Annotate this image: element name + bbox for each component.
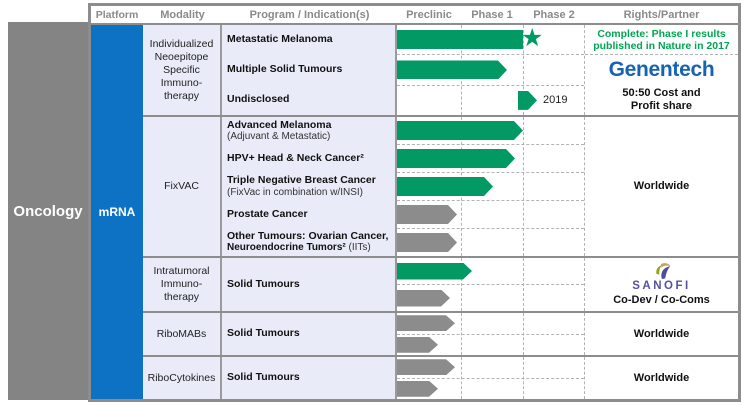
phase-chart bbox=[397, 313, 585, 355]
program-advanced-melanoma: Advanced Melanoma (Adjuvant & Metastatic… bbox=[227, 118, 332, 143]
header-platform: Platform bbox=[95, 8, 139, 21]
progress-bar bbox=[397, 205, 457, 224]
phase-chart: ★ 2019 bbox=[397, 25, 585, 115]
chart-row bbox=[397, 335, 584, 356]
rights-cell: Worldwide bbox=[585, 313, 738, 355]
chart-row bbox=[397, 55, 584, 86]
header-rights-partner: Rights/Partner bbox=[623, 8, 700, 21]
header-preclinic: Preclinic bbox=[406, 8, 452, 21]
chart-row bbox=[397, 285, 584, 311]
progress-bar bbox=[397, 263, 472, 280]
phase-gridline bbox=[523, 25, 524, 115]
rights-worldwide: Worldwide bbox=[633, 327, 690, 340]
therapy-area-label: Oncology bbox=[8, 22, 88, 400]
header-phase2: Phase 2 bbox=[533, 8, 575, 21]
rights-worldwide: Worldwide bbox=[633, 371, 690, 384]
program-metastatic-melanoma: Metastatic Melanoma bbox=[227, 33, 333, 46]
table-body: mRNA Individualized Neoepitope Specific … bbox=[91, 25, 738, 399]
sections: Individualized Neoepitope Specific Immun… bbox=[143, 25, 738, 399]
program-undisclosed: Undisclosed bbox=[227, 93, 290, 106]
chart-row bbox=[397, 201, 584, 229]
progress-bar bbox=[518, 91, 537, 110]
chart-row bbox=[397, 379, 584, 400]
modality-label: Individualized Neoepitope Specific Immun… bbox=[143, 25, 222, 115]
program-prostate-cancer: Prostate Cancer bbox=[227, 207, 308, 220]
phase-gridline bbox=[523, 117, 524, 256]
program-tnbc: Triple Negative Breast Cancer (FixVac in… bbox=[227, 174, 376, 198]
progress-bar bbox=[397, 233, 457, 252]
header-phase1: Phase 1 bbox=[471, 8, 513, 21]
progress-bar bbox=[397, 315, 455, 331]
chart-row bbox=[397, 357, 584, 379]
platform-cell-mrna: mRNA bbox=[91, 25, 143, 399]
progress-bar bbox=[397, 60, 507, 79]
program-list: Advanced Melanoma (Adjuvant & Metastatic… bbox=[222, 117, 397, 256]
phase-chart bbox=[397, 258, 585, 311]
modality-label: RiboCytokines bbox=[143, 357, 222, 399]
chart-row bbox=[397, 173, 584, 201]
program-solid-tumours: Solid Tumours bbox=[227, 327, 300, 340]
section-ribomabs: RiboMABs Solid Tumours bbox=[143, 311, 738, 355]
progress-bar bbox=[397, 359, 455, 375]
modality-label: Intratumoral Immuno- therapy bbox=[143, 258, 222, 311]
progress-bar bbox=[397, 149, 515, 168]
header-modality: Modality bbox=[160, 8, 205, 21]
program-hpv-head-neck: HPV+ Head & Neck Cancer² bbox=[227, 151, 364, 164]
program-multiple-solid-tumours: Multiple Solid Tumours bbox=[227, 63, 343, 76]
program-list: Solid Tumours bbox=[222, 313, 397, 355]
deal-terms: Co-Dev / Co-Coms bbox=[613, 294, 710, 306]
program-solid-tumours: Solid Tumours bbox=[227, 371, 300, 384]
section-intratumoral: Intratumoral Immuno- therapy Solid Tumou… bbox=[143, 256, 738, 311]
modality-label: RiboMABs bbox=[143, 313, 222, 355]
start-year-label: 2019 bbox=[543, 94, 568, 107]
progress-bar bbox=[397, 381, 438, 397]
program-list: Solid Tumours bbox=[222, 357, 397, 399]
chart-row: ★ bbox=[397, 23, 584, 56]
rights-cell: Worldwide bbox=[585, 357, 738, 399]
chart-row bbox=[397, 229, 584, 256]
progress-bar bbox=[397, 290, 450, 307]
phase1-complete-star-icon: ★ bbox=[521, 23, 544, 52]
chart-row: 2019 bbox=[397, 86, 584, 115]
genentech-logo: Genentech bbox=[608, 58, 715, 81]
section-ins-immunotherapy: Individualized Neoepitope Specific Immun… bbox=[143, 25, 738, 115]
rights-cell: Worldwide bbox=[585, 117, 738, 256]
phase-chart bbox=[397, 117, 585, 256]
rights-worldwide: Worldwide bbox=[633, 180, 690, 192]
deal-terms: 50:50 Cost and Profit share bbox=[622, 87, 701, 112]
sanofi-logo: SANOFI bbox=[632, 280, 691, 292]
progress-bar bbox=[397, 337, 438, 353]
progress-bar bbox=[397, 121, 523, 140]
sanofi-swoosh-icon bbox=[655, 263, 670, 279]
phase-chart bbox=[397, 357, 585, 399]
modality-label: FixVAC bbox=[143, 117, 222, 256]
chart-row bbox=[397, 313, 584, 335]
program-list: Metastatic Melanoma Multiple Solid Tumou… bbox=[222, 25, 397, 115]
program-list: Solid Tumours bbox=[222, 258, 397, 311]
rights-cell: SANOFI Co-Dev / Co-Coms bbox=[585, 258, 738, 311]
chart-row bbox=[397, 258, 584, 285]
pipeline-table: Platform Modality Program / Indication(s… bbox=[88, 3, 741, 402]
program-other-tumours: Other Tumours: Ovarian Cancer, Neuroendo… bbox=[227, 229, 389, 254]
header-program-indications: Program / Indication(s) bbox=[249, 8, 370, 21]
progress-bar bbox=[397, 177, 493, 196]
chart-row bbox=[397, 145, 584, 173]
phase1-results-note: Complete: Phase I results published in N… bbox=[585, 25, 738, 55]
section-ribocytokines: RiboCytokines Solid Tumours bbox=[143, 355, 738, 399]
section-fixvac: FixVAC Advanced Melanoma (Adjuvant & Met… bbox=[143, 115, 738, 256]
chart-row bbox=[397, 117, 584, 145]
table-header: Platform Modality Program / Indication(s… bbox=[91, 6, 738, 25]
program-solid-tumours: Solid Tumours bbox=[227, 277, 300, 290]
rights-cell: Complete: Phase I results published in N… bbox=[585, 25, 738, 115]
progress-bar bbox=[397, 30, 523, 50]
